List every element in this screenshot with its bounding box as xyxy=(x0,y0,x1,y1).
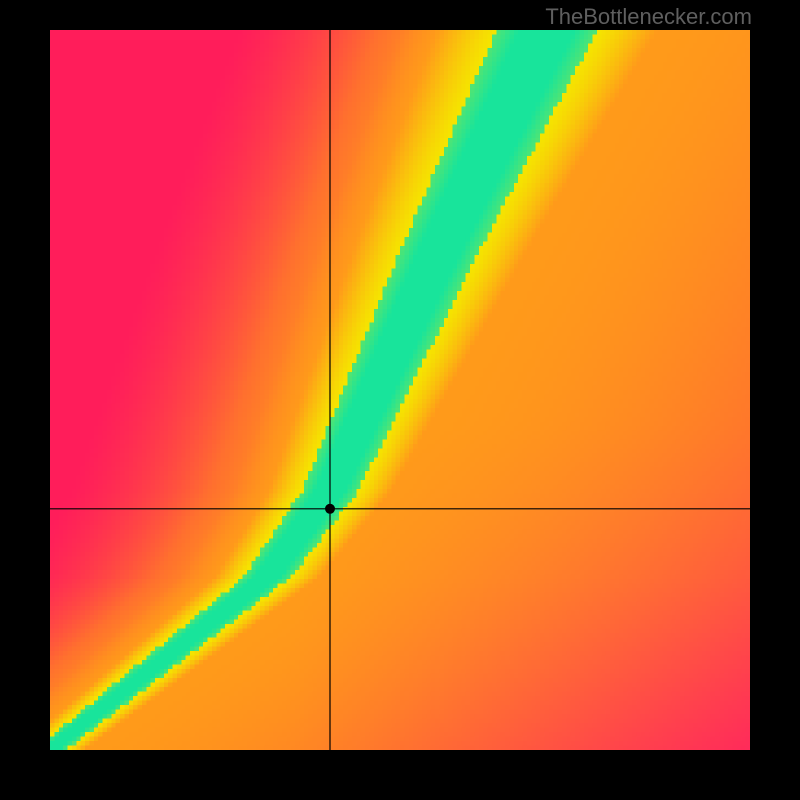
chart-container: { "canvas": { "width": 800, "height": 80… xyxy=(0,0,800,800)
bottleneck-heatmap xyxy=(50,30,750,750)
watermark-text: TheBottlenecker.com xyxy=(545,4,752,30)
